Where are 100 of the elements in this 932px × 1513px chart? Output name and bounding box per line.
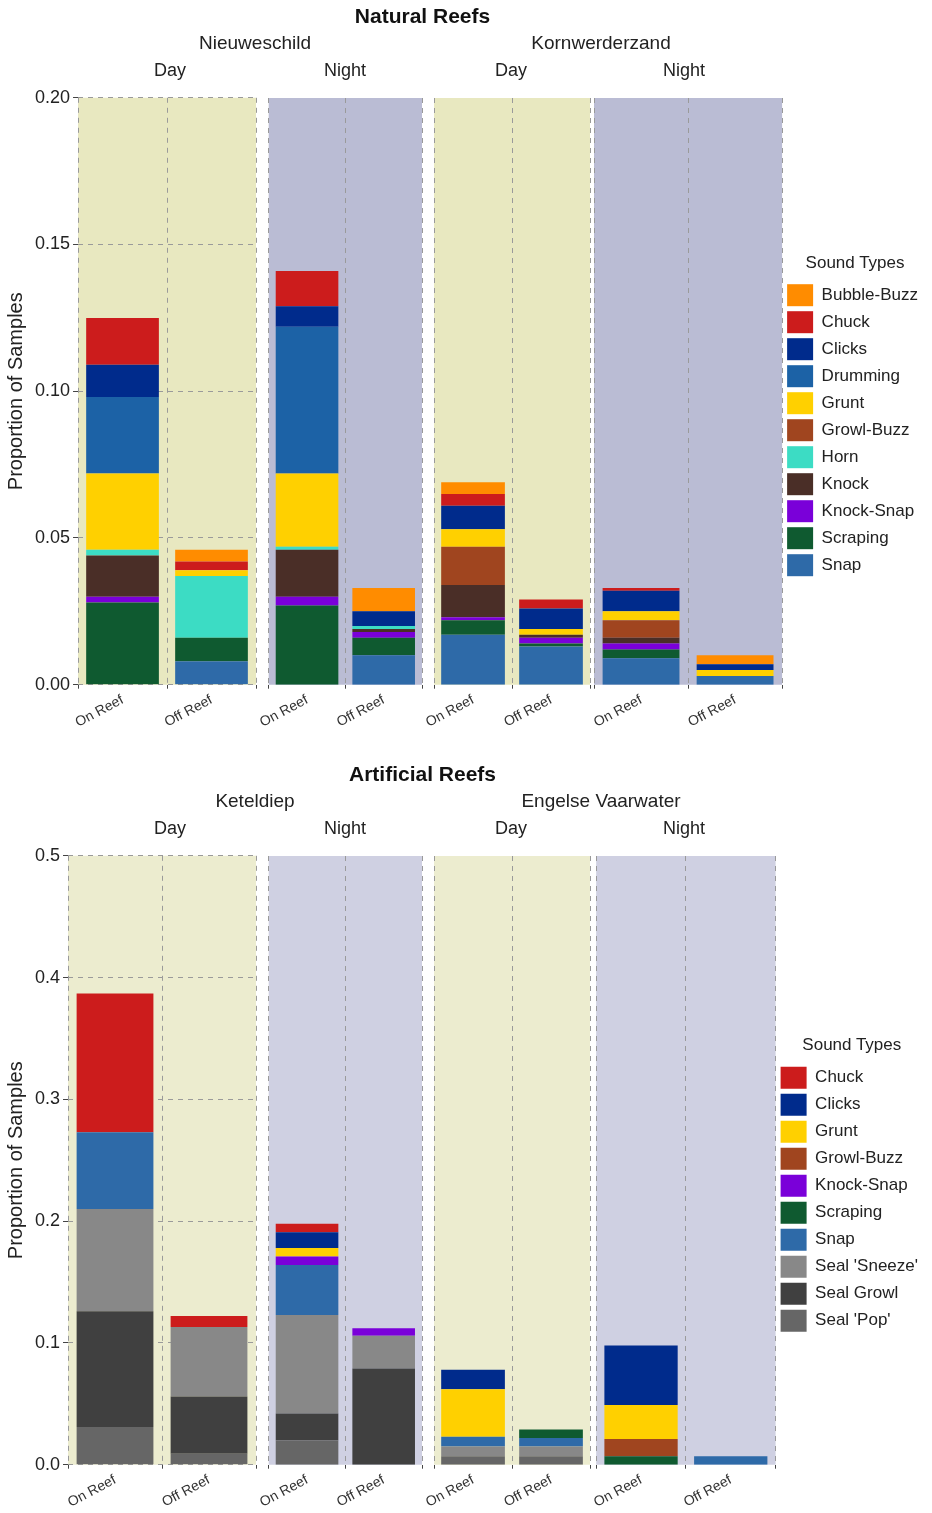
bar xyxy=(441,529,505,547)
bar xyxy=(275,546,339,550)
bar xyxy=(275,1223,339,1233)
legend-label: Growl-Buzz xyxy=(821,419,910,439)
legend-label: Knock-Snap xyxy=(821,500,915,520)
text: Day xyxy=(494,60,528,81)
legend-label: Horn xyxy=(821,446,859,466)
bar xyxy=(352,631,415,638)
bar xyxy=(175,637,248,662)
bar xyxy=(519,637,583,644)
bar xyxy=(352,611,415,627)
bar xyxy=(602,637,680,644)
chart-title: Natural Reefs xyxy=(353,4,492,28)
bar xyxy=(696,670,774,676)
bar xyxy=(175,661,248,685)
text: Day xyxy=(153,818,187,839)
bar xyxy=(275,596,339,606)
y-tick-label: 0.1 xyxy=(34,1331,61,1352)
chart-subtitle: Keteldiep xyxy=(214,790,296,812)
bar xyxy=(86,555,159,597)
bar xyxy=(86,317,159,365)
bar xyxy=(275,1440,339,1465)
y-tick-label: 0.2 xyxy=(34,1210,61,1231)
bar xyxy=(602,649,680,659)
bar xyxy=(275,1413,339,1441)
bar xyxy=(170,1453,248,1465)
bar xyxy=(275,326,339,474)
bar xyxy=(275,473,339,547)
y-tick-label: 0.20 xyxy=(34,86,71,107)
x-tick-label: Off Reef xyxy=(684,690,739,730)
bar xyxy=(441,620,505,635)
bar xyxy=(602,658,680,685)
bar xyxy=(76,1208,154,1312)
bar xyxy=(170,1327,248,1397)
bar xyxy=(519,643,583,647)
legend-label: Grunt xyxy=(821,392,865,412)
legend-label: Knock xyxy=(821,473,870,493)
bar xyxy=(76,1426,154,1465)
bar xyxy=(275,271,339,307)
y-tick-label: 0.4 xyxy=(34,966,61,987)
bar xyxy=(441,505,505,530)
bar xyxy=(352,1368,415,1465)
bar xyxy=(86,397,159,474)
bar xyxy=(441,494,505,506)
x-tick-label: Off Reef xyxy=(158,1470,213,1510)
bar xyxy=(170,1316,248,1328)
x-tick-label: On Reef xyxy=(422,1470,477,1510)
chart-subtitle: Nieuweschild xyxy=(198,32,312,54)
y-tick-label: 0.00 xyxy=(34,673,71,694)
bar xyxy=(602,587,680,591)
bar xyxy=(352,1335,415,1369)
bar xyxy=(696,664,774,671)
bar xyxy=(602,590,680,612)
legend-label: Drumming xyxy=(821,365,901,385)
x-tick-label: Off Reef xyxy=(680,1470,735,1510)
bar xyxy=(352,1328,415,1336)
legend-label: Snap xyxy=(815,1229,855,1249)
bar xyxy=(86,473,159,550)
bar xyxy=(519,646,583,685)
y-tick-label: 0.3 xyxy=(34,1088,61,1109)
legend-label: Snap xyxy=(821,554,862,574)
bar xyxy=(275,306,339,327)
x-tick-label: On Reef xyxy=(590,690,645,730)
bar xyxy=(86,596,159,603)
y-axis-title: Proportion of Samples xyxy=(3,1061,26,1260)
bar xyxy=(441,584,505,618)
bar xyxy=(696,675,774,685)
bar xyxy=(519,634,583,638)
x-tick-label: Off Reef xyxy=(500,1470,555,1510)
bar xyxy=(352,587,415,612)
legend-label: Clicks xyxy=(815,1094,861,1114)
bar xyxy=(441,1456,505,1465)
bar xyxy=(275,1314,339,1414)
bar xyxy=(602,611,680,621)
x-tick-label: Off Reef xyxy=(333,1470,387,1510)
legend-label: Scraping xyxy=(815,1202,883,1222)
bar xyxy=(175,549,248,562)
bar xyxy=(519,1446,583,1457)
bar xyxy=(352,655,415,685)
x-tick-label: On Reef xyxy=(64,1470,119,1510)
bar xyxy=(86,549,159,556)
bar xyxy=(86,364,159,398)
bar xyxy=(519,628,583,635)
bar xyxy=(275,1248,339,1257)
legend-label: Seal 'Sneeze' xyxy=(815,1256,919,1276)
bar xyxy=(441,1446,505,1457)
text: Night xyxy=(323,818,367,839)
legend-label: Knock-Snap xyxy=(815,1175,908,1195)
legend-label: Bubble-Buzz xyxy=(821,284,918,304)
bar xyxy=(519,1429,583,1438)
bar xyxy=(76,1132,154,1209)
bar xyxy=(352,637,415,656)
legend-title: Sound Types xyxy=(805,252,905,272)
bar xyxy=(441,482,505,495)
legend-label: Seal 'Pop' xyxy=(815,1310,891,1330)
x-tick-label: On Reef xyxy=(422,690,477,730)
y-axis-title: Proportion of Samples xyxy=(3,292,26,491)
text: Night xyxy=(323,60,367,81)
bar xyxy=(76,993,154,1133)
x-tick-label: Off Reef xyxy=(161,690,215,730)
